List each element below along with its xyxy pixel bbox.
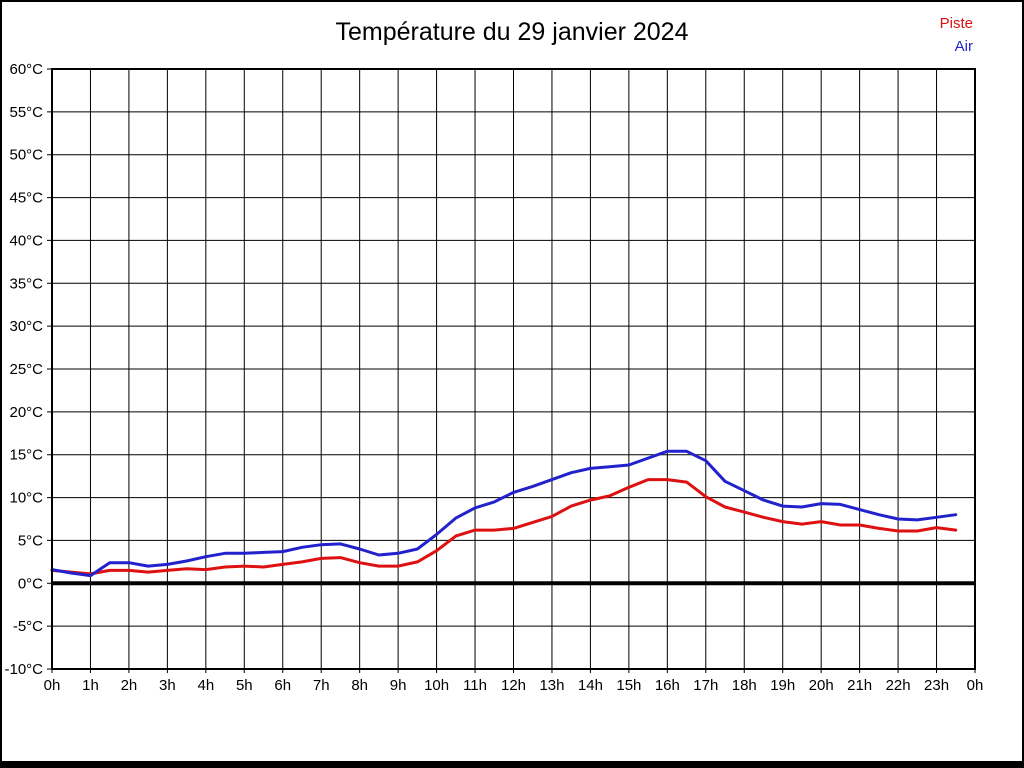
y-axis-tick-label: -10°C xyxy=(4,661,43,678)
bottom-border-bar xyxy=(2,761,1022,766)
x-axis-tick-label: 15h xyxy=(616,677,641,694)
x-axis-tick-label: 11h xyxy=(463,677,487,694)
series-line-air xyxy=(50,449,958,578)
plot-border xyxy=(51,68,976,670)
x-axis-tick-label: 9h xyxy=(390,677,407,694)
y-axis-tick-label: 15°C xyxy=(9,447,43,464)
y-axis-tick-label: 50°C xyxy=(9,147,43,164)
y-axis-tick-label: 55°C xyxy=(9,104,43,121)
y-axis-tick-label: 60°C xyxy=(9,61,43,78)
legend-label-air: Air xyxy=(954,38,973,55)
x-axis-tick-label: 17h xyxy=(693,677,718,694)
x-axis-tick-label: 13h xyxy=(539,677,564,694)
series-line-piste xyxy=(50,478,958,576)
x-axis-tick-label: 6h xyxy=(274,677,291,694)
x-axis-tick-label: 0h xyxy=(44,677,61,694)
x-axis-tick-label: 8h xyxy=(351,677,368,694)
y-axis-tick-label: 5°C xyxy=(18,532,43,549)
x-axis-tick-label: 0h xyxy=(967,677,984,694)
chart-title: Température du 29 janvier 2024 xyxy=(335,18,689,46)
y-axis-tick-label: 25°C xyxy=(9,361,43,378)
chart-legend: Piste Air xyxy=(940,12,973,58)
x-axis-tick-label: 20h xyxy=(809,677,834,694)
y-axis-tick-label: 40°C xyxy=(9,232,43,249)
x-axis-tick-label: 14h xyxy=(578,677,603,694)
x-axis-tick-label: 7h xyxy=(313,677,330,694)
x-axis-tick-label: 18h xyxy=(732,677,757,694)
x-axis-tick-label: 3h xyxy=(159,677,176,694)
x-axis-tick-label: 19h xyxy=(770,677,795,694)
x-axis-tick-label: 5h xyxy=(236,677,253,694)
x-axis-tick-label: 21h xyxy=(847,677,872,694)
y-axis-tick-label: 45°C xyxy=(9,190,43,207)
legend-label-piste: Piste xyxy=(939,15,973,32)
x-axis-tick-label: 12h xyxy=(501,677,526,694)
x-axis-tick-label: 2h xyxy=(121,677,138,694)
x-axis-tick-label: 10h xyxy=(424,677,449,694)
x-axis-tick-label: 16h xyxy=(655,677,680,694)
y-axis-tick-label: -5°C xyxy=(13,618,43,635)
y-axis-tick-label: 30°C xyxy=(9,318,43,335)
y-axis-tick-label: 0°C xyxy=(18,575,43,592)
y-axis-tick-label: 35°C xyxy=(9,275,43,292)
x-axis-tick-label: 22h xyxy=(886,677,911,694)
y-axis-tick-label: 20°C xyxy=(9,404,43,421)
x-axis-tick-label: 4h xyxy=(197,677,214,694)
x-axis-tick-label: 23h xyxy=(924,677,949,694)
x-axis-tick-label: 1h xyxy=(82,677,99,694)
y-axis-tick-label: 10°C xyxy=(9,490,43,507)
